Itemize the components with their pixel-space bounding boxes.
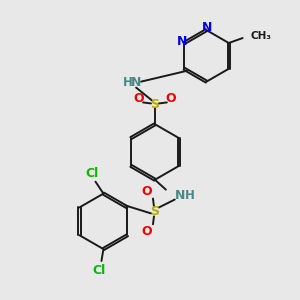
Text: S: S bbox=[151, 205, 160, 218]
Text: S: S bbox=[151, 98, 160, 111]
Text: N: N bbox=[202, 21, 213, 34]
Text: Cl: Cl bbox=[85, 167, 98, 180]
Text: CH₃: CH₃ bbox=[250, 31, 272, 41]
Text: N: N bbox=[131, 76, 141, 89]
Text: N: N bbox=[175, 189, 185, 202]
Text: H: H bbox=[123, 76, 133, 89]
Text: O: O bbox=[134, 92, 144, 105]
Text: O: O bbox=[142, 225, 152, 238]
Text: O: O bbox=[142, 185, 152, 198]
Text: Cl: Cl bbox=[93, 264, 106, 278]
Text: H: H bbox=[185, 189, 195, 202]
Text: O: O bbox=[166, 92, 176, 105]
Text: N: N bbox=[177, 34, 188, 47]
